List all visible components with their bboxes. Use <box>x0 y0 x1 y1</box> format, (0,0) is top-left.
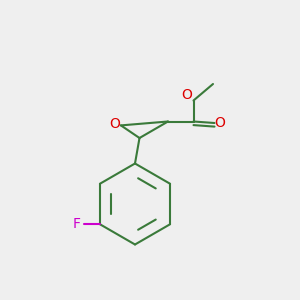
Text: O: O <box>214 116 225 130</box>
Text: O: O <box>109 117 120 131</box>
Text: F: F <box>73 217 81 231</box>
Text: O: O <box>182 88 192 102</box>
